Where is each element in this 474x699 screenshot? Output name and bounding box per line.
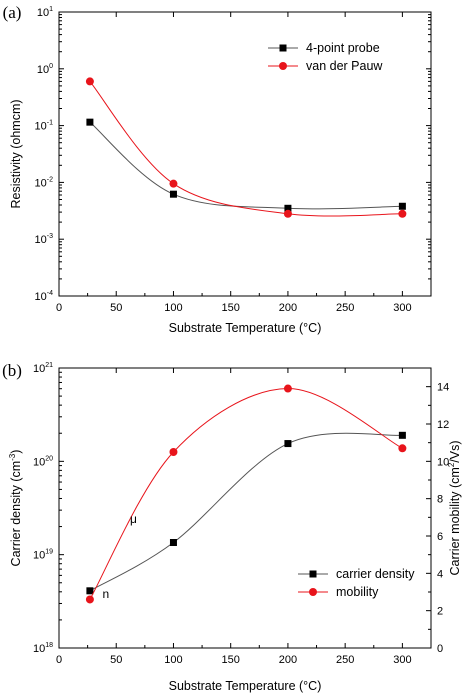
legend-marker [309,588,317,596]
x-axis-label: Substrate Temperature (°C) [169,679,322,693]
data-point [398,209,407,218]
data-point [169,539,177,547]
y-tick-label: 10-1 [35,120,54,133]
x-tick-label: 200 [279,302,297,314]
y-right-tick-label: 6 [437,531,443,543]
y-right-tick-label: 2 [437,606,443,618]
legend-label: mobility [336,585,379,599]
data-point [284,440,292,448]
x-axis-label: Substrate Temperature (°C) [169,321,322,335]
y-tick-label: 10-4 [35,290,54,303]
x-tick-label: 100 [164,302,182,314]
y-tick-label: 10-3 [35,233,54,246]
y-tick-label: 100 [37,63,53,76]
data-point [283,384,292,393]
data-point [398,431,406,439]
annotation-label: μ [130,512,137,526]
y-left-axis-label: Carrier density (cm-3) [8,450,23,567]
x-tick-label: 150 [222,302,240,314]
legend-label: 4-point probe [306,41,380,55]
y-right-tick-label: 0 [437,643,443,655]
x-tick-label: 250 [336,302,354,314]
annotation-label: n [102,587,109,601]
data-point [398,444,407,453]
series-fit-line-1 [89,388,403,600]
x-tick-label: 50 [110,302,122,314]
legend-marker [279,44,287,52]
legend-marker [279,62,287,70]
data-point [86,118,94,126]
data-point [85,77,94,86]
x-tick-label: 200 [279,654,297,666]
panel-a-resistivity-chart: 0 50 100 150 200 250 300 101 100 10-1 10-2 10-3 10-4… [3,3,432,335]
data-point [169,179,178,188]
x-tick-label: 300 [393,654,411,666]
y-right-tick-label: 12 [437,419,449,431]
data-point [85,595,94,604]
plot-frame [58,11,432,297]
legend-marker [309,570,317,578]
data-point [398,202,406,210]
y-right-tick-label: 8 [437,494,443,506]
x-tick-label: 150 [222,654,240,666]
legend-label: van der Pauw [306,59,383,73]
data-point [169,448,178,456]
plot-frame [58,367,432,649]
data-point [284,204,292,212]
legend-label: carrier density [336,567,415,581]
x-tick-label: 0 [56,302,62,314]
data-point [169,190,177,198]
y-left-tick-label: 1019 [33,549,53,562]
x-tick-label: 0 [56,654,62,666]
y-right-tick-label: 10 [437,456,449,468]
data-point [86,587,94,595]
y-right-tick-label: 14 [437,382,449,394]
x-tick-label: 250 [336,654,354,666]
panel-label: (a) [3,3,22,22]
panel-label: (b) [2,361,22,380]
x-tick-label: 50 [110,654,122,666]
series-fit-line-0 [89,432,403,592]
x-tick-label: 300 [393,302,411,314]
x-tick-label: 100 [164,654,182,666]
y-tick-label: 101 [37,6,53,19]
y-right-tick-label: 4 [437,568,443,580]
y-tick-label: 10-2 [35,176,54,189]
y-left-tick-label: 1020 [33,455,53,468]
series-fit-line-1 [89,81,403,217]
data-point [283,209,292,218]
y-axis-label: Resistivity (ohmcm) [9,99,23,208]
y-left-tick-label: 1021 [33,362,53,375]
y-left-tick-label: 1018 [33,642,53,655]
y-right-axis-label: Carrier mobility (cm2/Vs) [447,440,462,575]
series-fit-line-0 [89,121,403,210]
